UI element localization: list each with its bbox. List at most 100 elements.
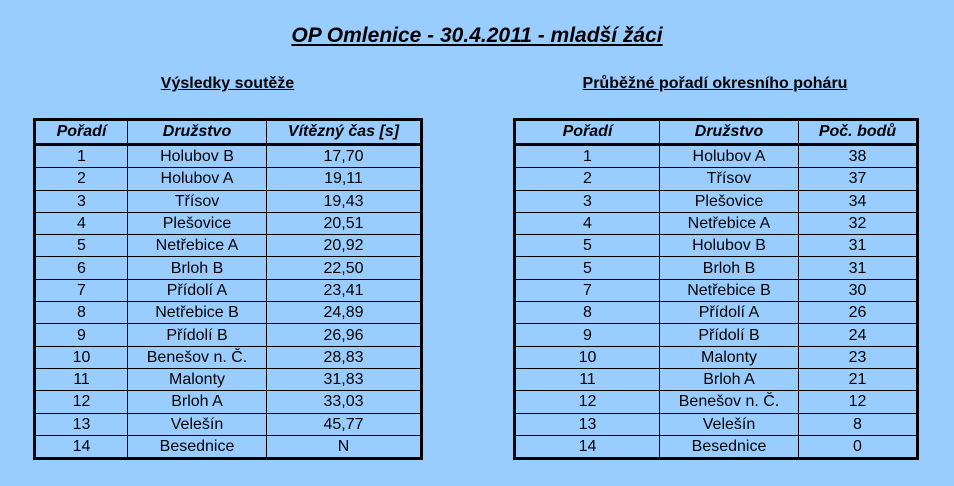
rank-cell: 10 [514, 345, 660, 369]
time-cell: 33,03 [266, 390, 422, 414]
rank-cell: 14 [34, 434, 128, 460]
time-cell: 45,77 [266, 412, 422, 436]
rank-cell: 13 [514, 412, 660, 436]
standings-table-body: 1 Holubov A 38 2 Třísov 37 3 Plešovice 34 4 Netřeb… [514, 143, 918, 460]
team-cell: Třísov [127, 189, 267, 213]
points-cell: 31 [798, 234, 918, 258]
time-cell: 24,89 [266, 301, 422, 325]
table-row: 11 Brloh A 21 [514, 367, 918, 392]
time-cell: 31,83 [266, 367, 422, 392]
team-cell: Přídolí A [659, 301, 799, 325]
results-heading: Výsledky soutěže [160, 75, 295, 92]
points-cell: 21 [798, 367, 918, 392]
column-header-time: Vítězný čas [s] [266, 119, 422, 146]
results-header-row: Pořadí Družstvo Vítězný čas [s] [34, 119, 422, 146]
table-row: 1 Holubov B 17,70 [34, 143, 422, 169]
team-cell: Velešín [659, 412, 799, 436]
time-cell: 19,11 [266, 167, 422, 191]
points-cell: 8 [798, 412, 918, 436]
time-cell: 20,92 [266, 234, 422, 258]
time-cell: 28,83 [266, 345, 422, 369]
points-cell: 12 [798, 390, 918, 414]
points-cell: 37 [798, 167, 918, 191]
rank-cell: 14 [514, 434, 660, 460]
table-row: 13 Velešín 45,77 [34, 412, 422, 436]
team-cell: Benešov n. Č. [659, 390, 799, 414]
rank-cell: 1 [34, 143, 128, 169]
table-row: 2 Holubov A 19,11 [34, 167, 422, 191]
table-row: 8 Netřebice B 24,89 [34, 301, 422, 325]
table-row: 7 Přídolí A 23,41 [34, 278, 422, 303]
rank-cell: 10 [34, 345, 128, 369]
rank-cell: 9 [514, 323, 660, 347]
rank-cell: 9 [34, 323, 128, 347]
rank-cell: 6 [34, 256, 128, 280]
time-cell: 22,50 [266, 256, 422, 280]
table-row: 2 Třísov 37 [514, 167, 918, 191]
team-cell: Holubov B [659, 234, 799, 258]
table-row: 3 Třísov 19,43 [34, 189, 422, 213]
table-row: 3 Plešovice 34 [514, 189, 918, 213]
team-cell: Holubov A [659, 143, 799, 169]
points-cell: 26 [798, 301, 918, 325]
page-title: OP Omlenice - 30.4.2011 - mladší žáci [291, 24, 663, 47]
rank-cell: 1 [514, 143, 660, 169]
rank-cell: 13 [34, 412, 128, 436]
table-row: 5 Holubov B 31 [514, 234, 918, 258]
table-row: 5 Brloh B 31 [514, 256, 918, 280]
rank-cell: 7 [34, 278, 128, 303]
rank-cell: 11 [514, 367, 660, 392]
rank-cell: 12 [34, 390, 128, 414]
team-cell: Brloh B [659, 256, 799, 280]
table-row: 9 Přídolí B 26,96 [34, 323, 422, 347]
table-row: 8 Přídolí A 26 [514, 301, 918, 325]
results-table: Pořadí Družstvo Vítězný čas [s] 1 Holubov… [33, 118, 423, 461]
standings-heading: Průběžné pořadí okresního poháru [582, 75, 848, 92]
table-row: 12 Benešov n. Č. 12 [514, 390, 918, 414]
rank-cell: 12 [514, 390, 660, 414]
table-row: 6 Brloh B 22,50 [34, 256, 422, 280]
points-cell: 32 [798, 211, 918, 236]
rank-cell: 8 [514, 301, 660, 325]
team-cell: Besednice [127, 434, 267, 460]
column-header-team: Družstvo [659, 119, 799, 146]
team-cell: Netřebice B [659, 278, 799, 303]
team-cell: Malonty [659, 345, 799, 369]
standings-table: Pořadí Družstvo Poč. bodů 1 Holubov A 38 2 T… [513, 118, 919, 461]
table-row: 10 Malonty 23 [514, 345, 918, 369]
table-row: 4 Netřebice A 32 [514, 211, 918, 236]
time-cell: 19,43 [266, 189, 422, 213]
team-cell: Třísov [659, 167, 799, 191]
column-header-rank: Pořadí [514, 119, 660, 146]
team-cell: Netřebice A [659, 211, 799, 236]
team-cell: Plešovice [127, 211, 267, 236]
team-cell: Velešín [127, 412, 267, 436]
time-cell: N [266, 434, 422, 460]
table-row: 5 Netřebice A 20,92 [34, 234, 422, 258]
table-row: 11 Malonty 31,83 [34, 367, 422, 392]
rank-cell: 8 [34, 301, 128, 325]
team-cell: Přídolí B [659, 323, 799, 347]
team-cell: Malonty [127, 367, 267, 392]
rank-cell: 5 [34, 234, 128, 258]
table-row: 9 Přídolí B 24 [514, 323, 918, 347]
table-row: 13 Velešín 8 [514, 412, 918, 436]
team-cell: Přídolí A [127, 278, 267, 303]
team-cell: Brloh A [127, 390, 267, 414]
team-cell: Benešov n. Č. [127, 345, 267, 369]
rank-cell: 5 [514, 234, 660, 258]
time-cell: 23,41 [266, 278, 422, 303]
team-cell: Holubov B [127, 143, 267, 169]
standings-header-row: Pořadí Družstvo Poč. bodů [514, 119, 918, 146]
team-cell: Netřebice B [127, 301, 267, 325]
team-cell: Brloh B [127, 256, 267, 280]
rank-cell: 4 [34, 211, 128, 236]
table-row: 4 Plešovice 20,51 [34, 211, 422, 236]
table-row: 7 Netřebice B 30 [514, 278, 918, 303]
table-row: 14 Besednice N [34, 434, 422, 460]
points-cell: 24 [798, 323, 918, 347]
table-row: 10 Benešov n. Č. 28,83 [34, 345, 422, 369]
table-row: 14 Besednice 0 [514, 434, 918, 460]
column-header-team: Družstvo [127, 119, 267, 146]
points-cell: 23 [798, 345, 918, 369]
